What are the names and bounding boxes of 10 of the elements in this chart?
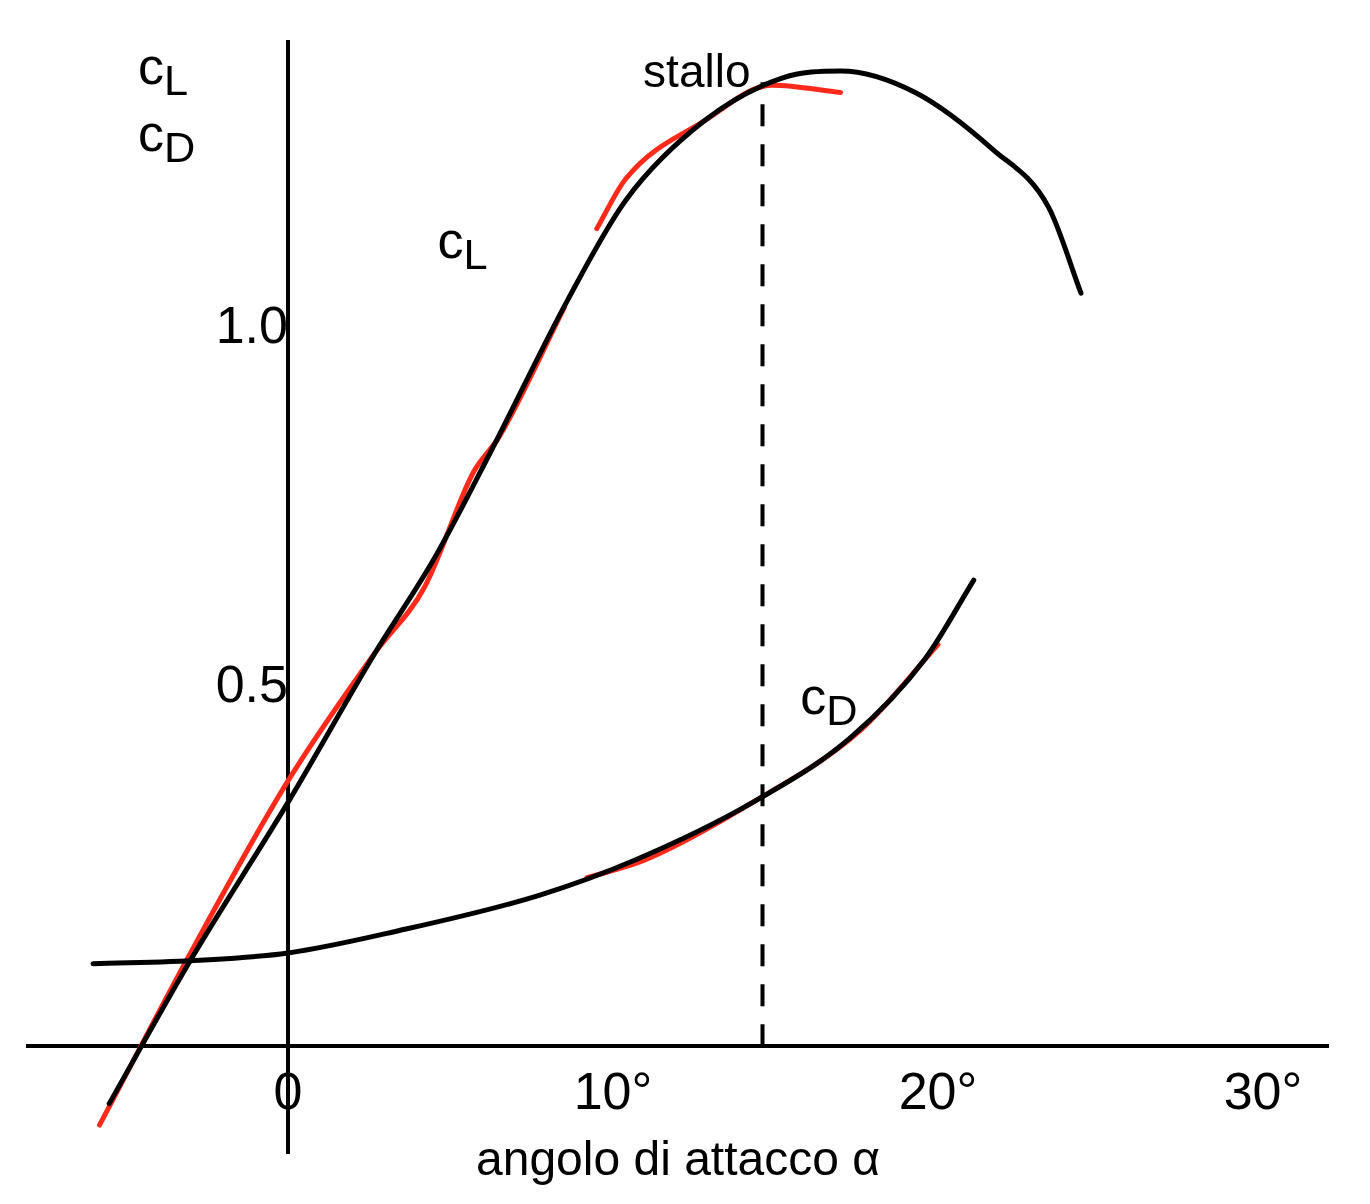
y-tick-label: 0.5 xyxy=(215,654,288,713)
x-axis-title: angolo di attacco α xyxy=(475,1131,881,1185)
x-tick-label: 20° xyxy=(898,1061,978,1120)
x-tick-label: 10° xyxy=(573,1061,653,1120)
y-axis-title: c$_{L}$ c$_{D}$ xyxy=(138,37,197,173)
x-tick-label: 30° xyxy=(1223,1061,1303,1120)
series-label: c$_{D}$ xyxy=(800,665,858,736)
ref-line-label: stallo xyxy=(643,44,751,97)
y-tick-label: 1.0 xyxy=(215,296,288,355)
series-label: c$_{L}$ xyxy=(437,210,488,280)
